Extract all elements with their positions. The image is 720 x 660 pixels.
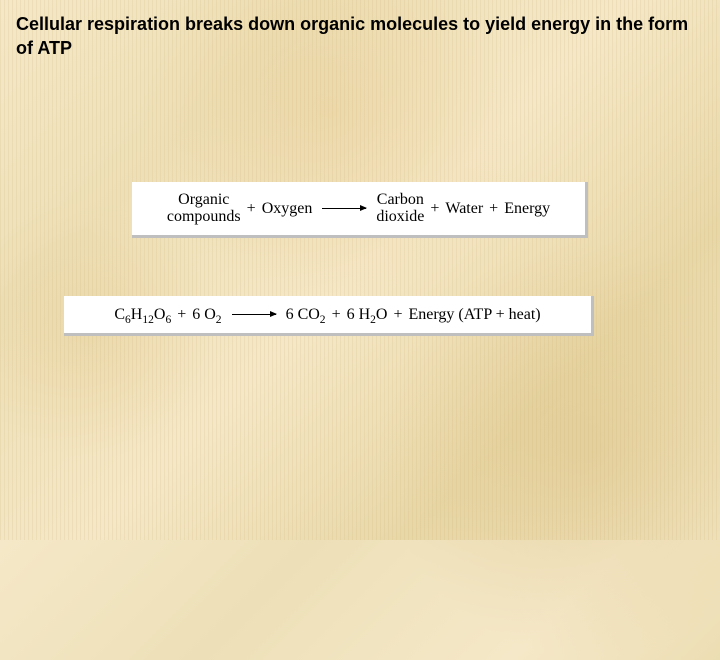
reaction-arrow-icon	[232, 314, 276, 315]
text-compounds: compounds	[167, 209, 241, 226]
word-equation: Organic compounds + Oxygen Carbon dioxid…	[167, 192, 550, 226]
plus-sign: +	[247, 200, 256, 218]
formula-oxygen: 6 O2	[192, 306, 221, 324]
plus-sign: +	[430, 200, 439, 218]
text-organic: Organic	[178, 192, 229, 209]
text-carbon: Carbon	[377, 192, 424, 209]
plus-sign: +	[489, 200, 498, 218]
chemical-equation-block: C6H12O6 + 6 O2 6 CO2 + 6 H2O + Energy (A…	[64, 296, 594, 336]
product-energy: Energy	[504, 200, 550, 218]
text-dioxide: dioxide	[376, 209, 424, 226]
product-carbon-dioxide: Carbon dioxide	[376, 192, 424, 226]
formula-carbon-dioxide: 6 CO2	[286, 306, 326, 324]
formula-water: 6 H2O	[347, 306, 388, 324]
slide-title: Cellular respiration breaks down organic…	[0, 0, 720, 61]
plus-sign: +	[393, 306, 402, 324]
plus-sign: +	[177, 306, 186, 324]
product-energy-detail: Energy (ATP + heat)	[409, 306, 541, 324]
formula-glucose: C6H12O6	[114, 306, 171, 324]
word-equation-block: Organic compounds + Oxygen Carbon dioxid…	[132, 182, 588, 238]
reactant-oxygen: Oxygen	[262, 200, 313, 218]
plus-sign: +	[332, 306, 341, 324]
reaction-arrow-icon	[322, 208, 366, 209]
product-water: Water	[445, 200, 483, 218]
reactant-organic-compounds: Organic compounds	[167, 192, 241, 226]
chemical-equation: C6H12O6 + 6 O2 6 CO2 + 6 H2O + Energy (A…	[114, 306, 540, 324]
